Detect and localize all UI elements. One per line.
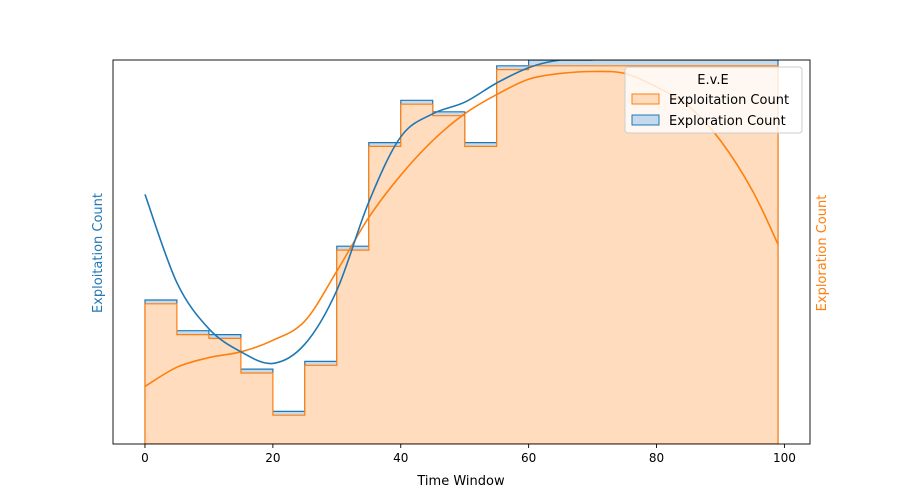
legend-swatch-exploitation [631,93,660,105]
plot-area [144,60,779,444]
exploration-kde-line [144,60,593,365]
x-tick-label: 20 [265,451,280,465]
x-tick-label: 40 [393,451,408,465]
plot-series [144,60,779,444]
axes [112,59,811,445]
exploitation-histogram [144,65,779,444]
legend-entry-exploration: Exploration Count [669,114,786,129]
x-tick-label: 60 [521,451,536,465]
y-axis-left-label: Exploitation Count [91,193,106,313]
axes-frame [112,59,811,445]
x-axis-label: Time Window [416,474,505,489]
y-axis-right-label: Exploration Count [815,195,830,312]
legend-title: E.v.E [697,73,728,88]
x-tick-label: 0 [141,451,149,465]
legend: E.v.E Exploitation Count Exploration Cou… [624,66,803,134]
x-ticks: 0 20 40 60 80 100 [141,444,796,465]
x-tick-label: 100 [773,451,796,465]
legend-box [624,66,803,134]
x-tick-label: 80 [649,451,664,465]
legend-swatch-exploration [631,114,660,126]
legend-entry-exploitation: Exploitation Count [669,93,789,108]
